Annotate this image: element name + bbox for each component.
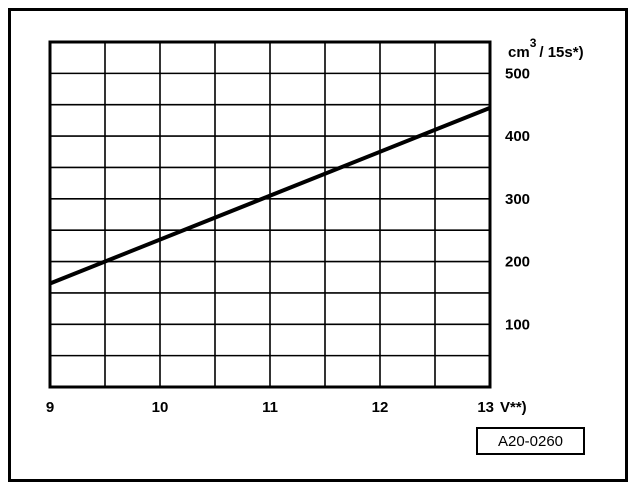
y-tick-label: 200 [505, 254, 530, 271]
chart-grid [50, 42, 490, 387]
series-line [49, 106, 491, 286]
y-tick-label: 100 [505, 316, 530, 333]
plot-area-border [48, 40, 492, 389]
figure-code-box: A20-0260 [476, 427, 585, 455]
y-unit-label: cm3/ 15s*) [508, 36, 584, 61]
x-tick-label: 11 [262, 399, 278, 416]
y-tick-label: 400 [505, 128, 530, 145]
x-tick-label: 12 [372, 399, 389, 416]
x-tick-label: 10 [152, 399, 169, 416]
x-tick-label: 9 [46, 399, 54, 416]
x-tick-label: 13 [477, 399, 494, 416]
figure-code: A20-0260 [497, 432, 564, 450]
y-tick-label: 500 [505, 65, 530, 82]
x-unit-label: V**) [500, 399, 527, 416]
y-tick-label: 300 [505, 191, 530, 208]
figure-frame [8, 8, 628, 482]
tick-labels: 9 10 11 12 13 100 200 300 400 500 [46, 65, 530, 416]
